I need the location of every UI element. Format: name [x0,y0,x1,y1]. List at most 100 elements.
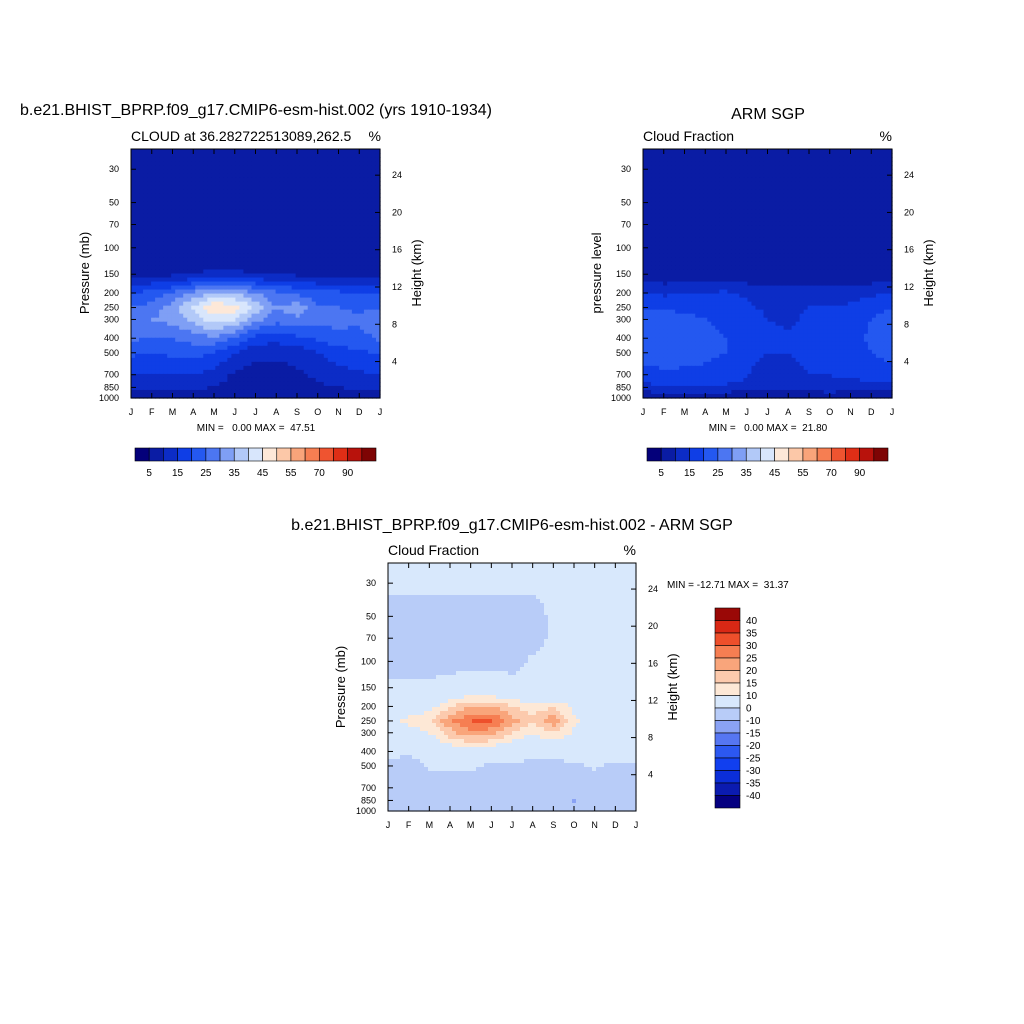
contour-cell [355,209,361,214]
contour-cell [167,309,172,315]
contour-cell [175,369,180,375]
contour-cell [779,209,785,214]
contour-cell [351,185,357,190]
contour-cell [699,185,704,190]
contour-cell [235,385,241,391]
contour-cell [363,385,369,391]
contour-cell [359,341,365,347]
contour-cell [251,385,257,391]
contour-cell [751,189,757,194]
contour-cell [179,165,184,170]
contour-cell [243,341,249,347]
contour-cell [731,177,736,182]
contour-cell [183,317,188,323]
contour-cell [247,393,253,399]
contour-cell [199,333,204,339]
contour-cell [147,365,152,371]
contour-cell [271,293,277,299]
contour-cell [355,201,361,206]
contour-cell [347,385,353,391]
contour-cell [311,393,317,399]
contour-cell [135,189,140,194]
contour-cell [215,337,220,343]
contour-cell [207,325,212,331]
contour-cell [135,225,140,230]
contour-cell [719,185,724,190]
contour-cell [247,337,253,343]
contour-cell [291,281,297,287]
contour-cell [835,153,841,158]
contour-cell [295,385,301,391]
contour-cell [143,165,148,170]
contour-cell [827,185,833,190]
contour-cell [235,321,241,327]
contour-cell [291,373,297,379]
contour-cell [167,325,172,331]
contour-cell [231,185,237,190]
contour-cell [183,233,188,238]
contour-cell [363,193,369,198]
contour-cell [163,357,168,363]
contour-cell [319,317,325,323]
contour-cell [219,309,224,315]
contour-cell [303,165,309,170]
contour-cell [287,201,293,206]
contour-cell [835,209,841,214]
contour-cell [239,377,245,383]
contour-cell [763,165,769,170]
contour-cell [259,221,265,226]
contour-cell [195,381,200,387]
contour-cell [183,161,188,166]
contour-cell [163,333,168,339]
contour-cell [327,213,333,218]
contour-cell [351,217,357,222]
contour-cell [371,157,377,162]
contour-cell [855,153,861,158]
contour-cell [163,153,168,158]
contour-cell [331,153,337,158]
contour-cell [223,261,228,267]
contour-cell [647,209,652,214]
contour-cell [231,225,237,230]
contour-cell [175,365,180,371]
contour-cell [235,329,241,335]
contour-cell [751,161,757,166]
contour-cell [363,237,369,242]
contour-cell [651,165,656,170]
contour-cell [359,201,365,206]
contour-cell [267,353,273,359]
contour-cell [367,217,373,222]
contour-cell [187,201,192,206]
contour-cell [135,265,140,271]
contour-cell [151,193,156,198]
contour-cell [219,177,224,182]
contour-cell [135,341,140,347]
contour-cell [775,153,781,158]
contour-cell [143,389,148,395]
contour-cell [735,189,740,194]
contour-cell [315,317,321,323]
contour-cell [235,337,241,343]
contour-cell [375,233,381,238]
contour-cell [151,165,156,170]
contour-cell [207,233,212,238]
contour-cell [239,285,245,291]
contour-cell [239,329,245,335]
contour-cell [863,201,869,206]
contour-cell [319,165,325,170]
contour-cell [375,289,381,295]
contour-cell [815,157,821,162]
contour-cell [251,277,257,283]
contour-cell [307,333,313,339]
contour-cell [731,197,736,202]
contour-cell [887,161,893,166]
contour-cell [227,201,233,206]
contour-cell [211,245,216,251]
contour-cell [755,209,761,214]
contour-cell [223,217,228,222]
contour-cell [355,193,361,198]
contour-cell [219,237,224,242]
contour-cell [299,169,305,174]
contour-cell [143,221,148,226]
contour-cell [203,377,208,383]
